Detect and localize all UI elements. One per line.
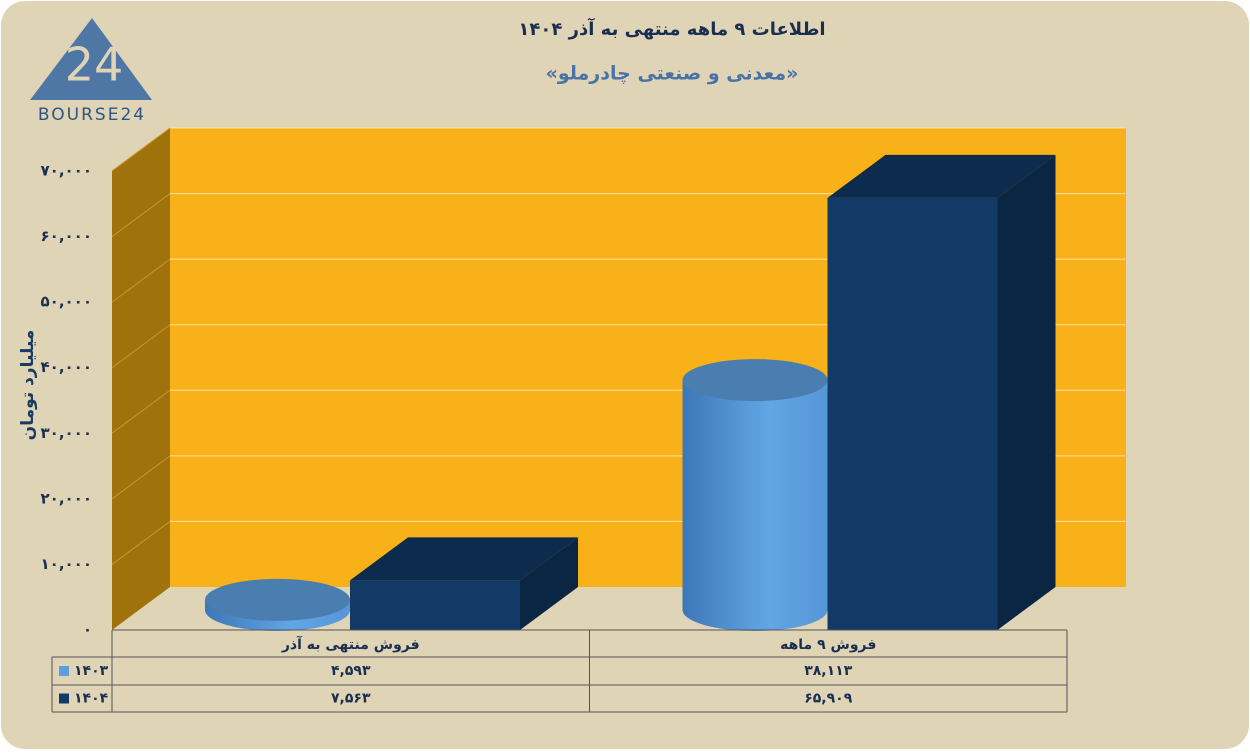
y-tick-label: ۲۰,۰۰۰ [41,489,92,507]
legend-swatch [59,666,69,676]
y-tick-label: ۷۰,۰۰۰ [41,162,92,180]
x-tick-label: فروش ۹ ماهه [780,637,876,653]
grid-line-side [111,389,171,434]
bar-box-side [520,537,578,630]
logo: 24 BOURSE24 [30,18,152,125]
grid-line-side [111,193,171,237]
chart-title: اطلاعات ۹ ماهه منتهی به آذر ۱۴۰۴ [518,17,825,40]
bar-box-front [350,580,520,630]
side-wall [112,128,170,630]
bar-box-top [827,154,1056,198]
y-tick-label: ۰ [83,621,92,639]
table-value: ۳۸,۱۱۳ [804,663,852,679]
grid-line-side [111,521,171,565]
y-axis-label: میلیارد تومان [18,330,38,441]
y-tick-label: ۵۰,۰۰۰ [41,293,92,311]
bar-cylinder-body [682,380,828,631]
bar-box-top [350,537,578,581]
table-value: ۶۵,۹۰۹ [804,691,852,707]
bar-cylinder-top [205,578,350,621]
grid-line-side [111,324,171,369]
bar-box-side [997,154,1056,631]
y-tick-label: ۳۰,۰۰۰ [41,424,92,442]
bar-box-front [827,197,998,631]
bar-cylinder-top [682,359,828,402]
chart-subtitle: «معدنی و صنعتی چادرملو» [546,63,799,85]
x-tick-label: فروش منتهی به آذر [281,635,420,653]
legend-label: ۱۴۰۳ [74,663,109,679]
table-value: ۴,۵۹۳ [331,663,371,679]
legend-swatch [59,693,69,704]
grid-line-side [111,258,171,303]
grid-line-side [111,127,171,172]
logo-triangle [30,18,152,100]
y-tick-label: ۶۰,۰۰۰ [41,227,92,245]
grid-line-side [111,455,171,500]
logo-mark: 24 [65,38,124,92]
legend-label: ۱۴۰۴ [74,691,109,707]
table-value: ۷,۵۶۳ [331,691,371,707]
logo-text: BOURSE24 [38,105,146,125]
y-tick-label: ۴۰,۰۰۰ [41,358,92,376]
y-tick-label: ۱۰,۰۰۰ [41,555,92,573]
